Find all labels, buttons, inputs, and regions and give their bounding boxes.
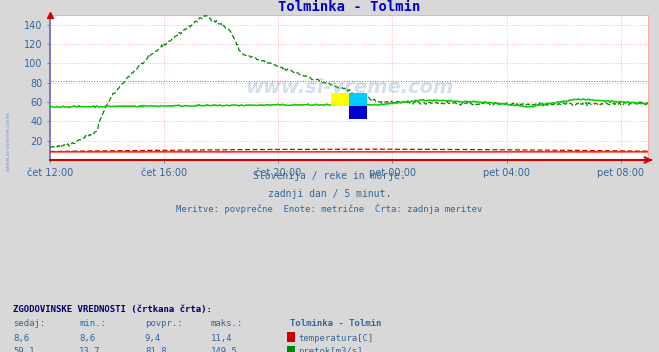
Text: www.si-vreme.com: www.si-vreme.com (5, 111, 11, 171)
Text: 13,7: 13,7 (79, 347, 101, 352)
Text: 9,4: 9,4 (145, 334, 161, 342)
Text: 59,1: 59,1 (13, 347, 35, 352)
Text: 8,6: 8,6 (13, 334, 29, 342)
Text: maks.:: maks.: (211, 319, 243, 328)
Text: 149,5: 149,5 (211, 347, 238, 352)
Text: pretok[m3/s]: pretok[m3/s] (299, 347, 363, 352)
Bar (331, 93, 349, 106)
Text: Slovenija / reke in morje.: Slovenija / reke in morje. (253, 171, 406, 181)
Title: Tolminka - Tolmin: Tolminka - Tolmin (278, 0, 420, 14)
Bar (349, 106, 367, 119)
Text: zadnji dan / 5 minut.: zadnji dan / 5 minut. (268, 189, 391, 199)
Text: www.si-vreme.com: www.si-vreme.com (244, 78, 453, 97)
Text: 81,8: 81,8 (145, 347, 167, 352)
Text: min.:: min.: (79, 319, 106, 328)
Text: ZGODOVINSKE VREDNOSTI (črtkana črta):: ZGODOVINSKE VREDNOSTI (črtkana črta): (13, 304, 212, 314)
Text: sedaj:: sedaj: (13, 319, 45, 328)
Bar (331, 106, 349, 119)
Text: povpr.:: povpr.: (145, 319, 183, 328)
Text: Meritve: povprečne  Enote: metrične  Črta: zadnja meritev: Meritve: povprečne Enote: metrične Črta:… (177, 203, 482, 214)
Text: 8,6: 8,6 (79, 334, 95, 342)
Text: temperatura[C]: temperatura[C] (299, 334, 374, 342)
Text: 11,4: 11,4 (211, 334, 233, 342)
Bar (349, 93, 367, 106)
Text: Tolminka - Tolmin: Tolminka - Tolmin (290, 319, 382, 328)
